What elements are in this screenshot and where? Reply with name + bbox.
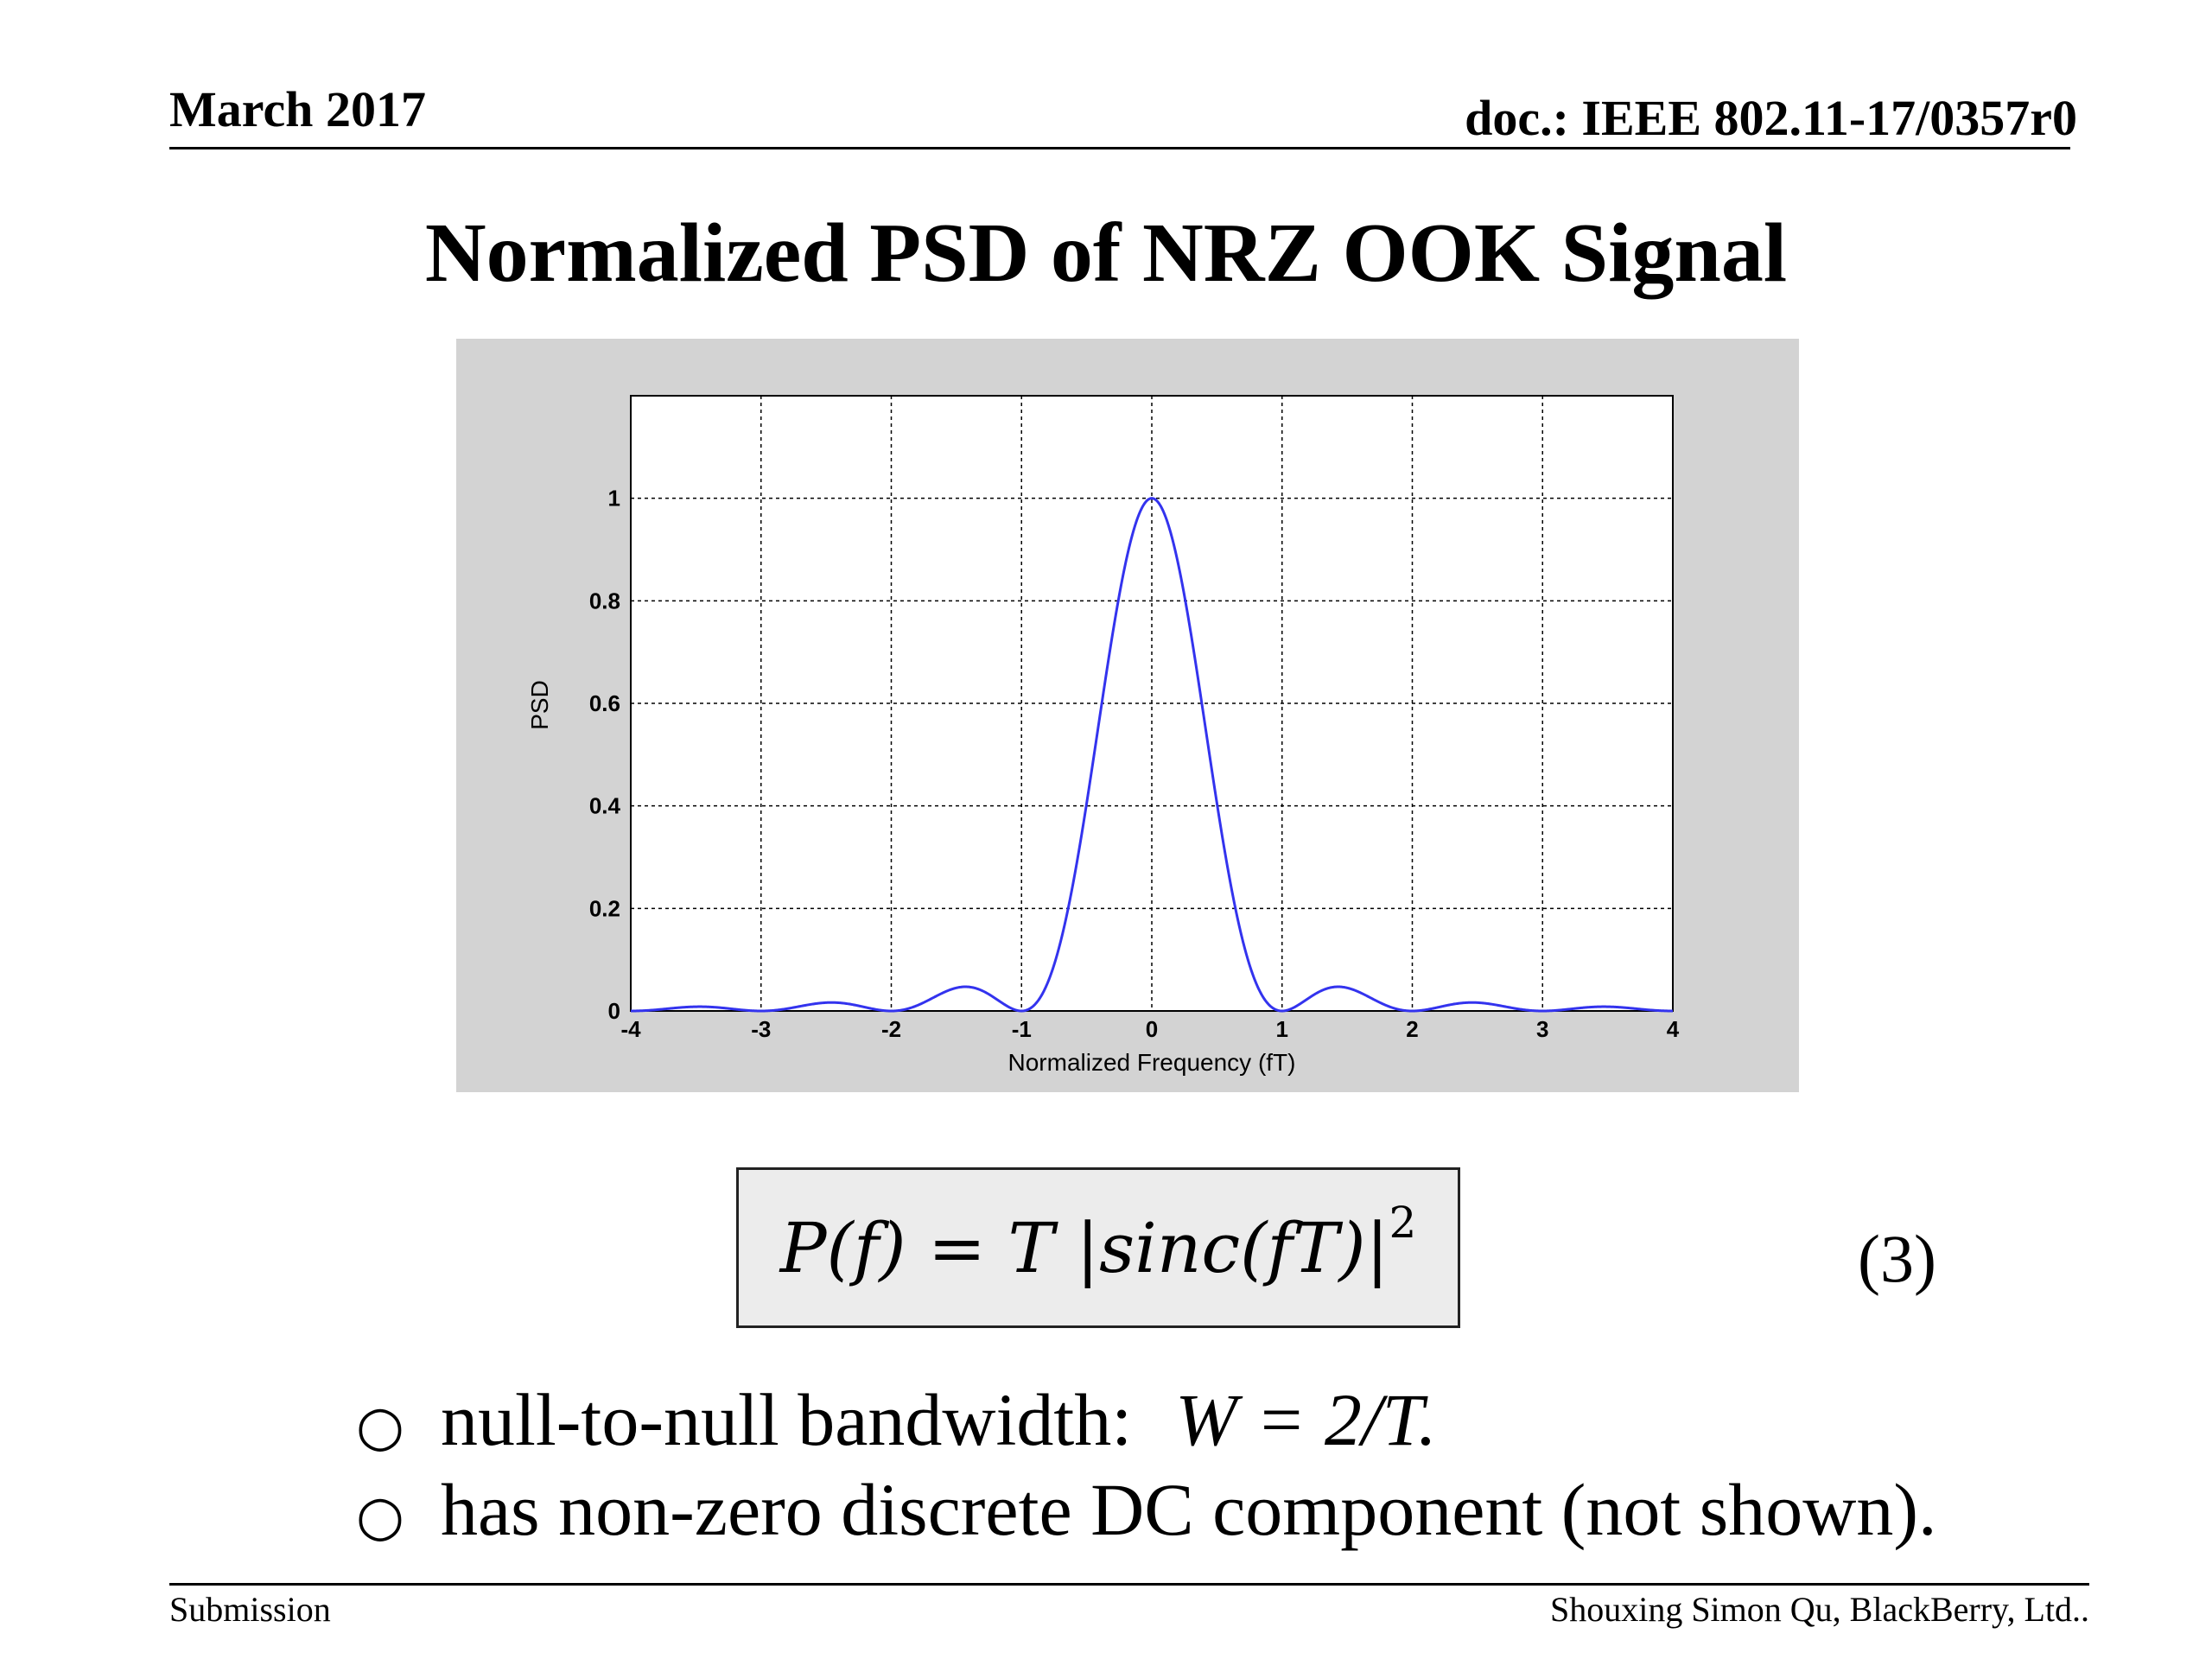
bullet-list: ○ null-to-null bandwidth: W = 2/T. ○ has… — [356, 1382, 1937, 1562]
y-tick-label: 0.8 — [589, 588, 620, 613]
bullet-text: has non-zero discrete DC component (not … — [441, 1468, 1937, 1551]
circle-bullet-icon: ○ — [356, 1484, 404, 1548]
circle-bullet-icon: ○ — [356, 1395, 404, 1459]
y-tick-label: 0.2 — [589, 895, 620, 921]
equation-exponent: 2 — [1389, 1197, 1417, 1248]
y-axis-label: PSD — [526, 680, 553, 730]
footer-submission: Submission — [169, 1590, 331, 1629]
bullet-text: null-to-null bandwidth: — [441, 1378, 1133, 1461]
x-tick-label: -2 — [881, 1016, 901, 1042]
y-tick-label: 1 — [608, 486, 620, 512]
equation-body: P(f) = T |sinc(fT)| — [779, 1207, 1389, 1288]
header-divider — [169, 147, 2070, 149]
psd-chart: -4 -3 -2 -1 0 1 2 3 4 0 0.2 0.4 0.6 0.8 1 Normalized … — [526, 395, 1680, 1076]
header-date: March 2017 — [169, 81, 426, 137]
footer-author: Shouxing Simon Qu, BlackBerry, Ltd.. — [1549, 1590, 2089, 1629]
equation-number: (3) — [1858, 1221, 1936, 1296]
x-tick-label: 0 — [1146, 1016, 1158, 1042]
y-tick-label: 0.4 — [589, 793, 621, 819]
x-tick-label: 1 — [1276, 1016, 1288, 1042]
footer-divider — [169, 1583, 2089, 1586]
y-tick-label: 0.6 — [589, 690, 620, 716]
bullet-formula: W = 2/T. — [1175, 1378, 1437, 1461]
psd-series-line — [631, 497, 1673, 1013]
y-tick-label: 0 — [608, 998, 620, 1024]
x-tick-label: -3 — [751, 1016, 771, 1042]
bullet-item: ○ null-to-null bandwidth: W = 2/T. — [356, 1382, 1937, 1472]
equation-formula: P(f) = T |sinc(fT)|2 — [779, 1201, 1417, 1288]
x-tick-label: 2 — [1406, 1016, 1418, 1042]
x-axis-label: Normalized Frequency (fT) — [1008, 1049, 1296, 1076]
x-tick-label: 4 — [1667, 1016, 1680, 1042]
x-tick-label: -1 — [1012, 1016, 1032, 1042]
header-doc-id: doc.: IEEE 802.11-17/0357r0 — [1465, 90, 2077, 146]
x-tick-label: -4 — [620, 1016, 641, 1042]
slide-title: Normalized PSD of NRZ OOK Signal — [424, 207, 1788, 300]
psd-chart-panel: -4 -3 -2 -1 0 1 2 3 4 0 0.2 0.4 0.6 0.8 1 Normalized … — [456, 339, 1799, 1092]
equation-box: P(f) = T |sinc(fT)|2 — [736, 1167, 1460, 1328]
x-tick-label: 3 — [1536, 1016, 1548, 1042]
bullet-item: ○ has non-zero discrete DC component (no… — [356, 1472, 1937, 1562]
